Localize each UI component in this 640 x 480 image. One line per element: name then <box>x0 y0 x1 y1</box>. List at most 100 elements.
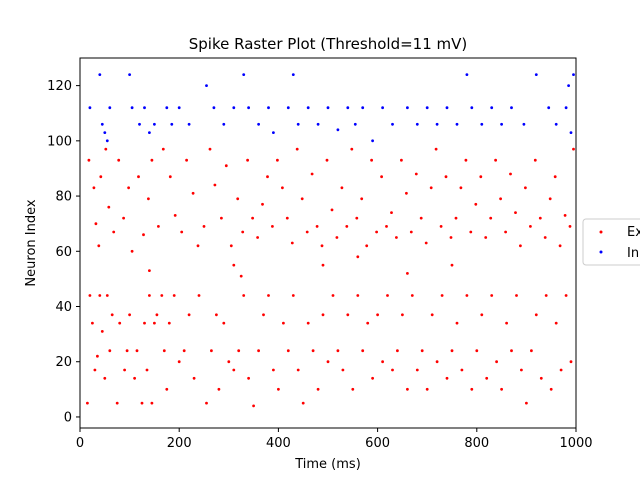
spike-point-ex-160 <box>335 236 339 239</box>
spike-point-ex-42 <box>237 349 241 353</box>
spike-point-in-46 <box>480 122 484 126</box>
spike-point-ex-59 <box>321 313 325 317</box>
spike-point-ex-124 <box>147 197 150 201</box>
spike-point-ex-101 <box>530 349 533 353</box>
legend-marker-in <box>599 250 603 254</box>
spike-point-ex-39 <box>222 321 226 325</box>
spike-point-ex-211 <box>450 263 454 267</box>
spike-point-ex-11 <box>115 401 119 405</box>
spike-point-ex-208 <box>572 147 575 151</box>
spike-point-ex-135 <box>208 147 212 151</box>
spike-point-ex-44 <box>247 376 251 380</box>
spike-point-ex-210 <box>406 272 409 275</box>
spike-point-ex-14 <box>125 349 129 353</box>
spike-point-in-40 <box>425 106 429 110</box>
spike-point-ex-178 <box>424 241 428 245</box>
spike-point-ex-54 <box>296 368 300 372</box>
spike-point-ex-62 <box>336 349 340 353</box>
spike-point-in-45 <box>470 106 474 110</box>
spike-point-ex-74 <box>396 349 399 353</box>
spike-point-ex-183 <box>449 236 453 239</box>
spike-point-ex-142 <box>246 158 250 162</box>
spike-point-ex-12 <box>118 321 122 325</box>
spike-point-in-26 <box>291 73 295 76</box>
y-tick-label: 80 <box>55 190 72 205</box>
spike-point-in-41 <box>435 122 439 126</box>
spike-point-ex-167 <box>370 158 373 162</box>
spike-point-in-38 <box>406 106 409 110</box>
spike-point-ex-198 <box>524 186 527 190</box>
spike-point-ex-197 <box>519 244 522 248</box>
spike-point-ex-113 <box>97 244 101 248</box>
spike-point-ex-149 <box>281 186 284 190</box>
spike-point-ex-188 <box>474 202 478 206</box>
spike-point-ex-56 <box>306 321 310 325</box>
spike-point-ex-52 <box>286 349 290 353</box>
spike-point-in-24 <box>272 131 275 135</box>
spike-point-ex-46 <box>257 349 260 353</box>
spike-point-in-9 <box>143 106 146 110</box>
spike-point-in-50 <box>522 122 526 126</box>
spike-point-ex-103 <box>539 376 543 380</box>
spike-point-ex-45 <box>252 404 256 408</box>
spike-point-in-39 <box>415 122 419 126</box>
spike-point-in-30 <box>326 106 330 110</box>
spike-point-ex-21 <box>148 294 151 297</box>
spike-point-in-48 <box>500 122 503 126</box>
spike-point-ex-186 <box>464 158 468 162</box>
spike-point-ex-215 <box>232 263 236 267</box>
spike-point-ex-108 <box>564 294 568 297</box>
spike-point-ex-17 <box>135 349 139 353</box>
spike-point-ex-16 <box>133 376 137 380</box>
spike-point-in-47 <box>490 106 494 110</box>
spike-point-ex-36 <box>210 349 213 353</box>
spike-point-in-12 <box>165 106 169 110</box>
spike-point-ex-72 <box>386 294 389 297</box>
spike-point-ex-23 <box>153 321 156 325</box>
spike-point-ex-148 <box>276 158 279 162</box>
spike-point-in-27 <box>296 122 300 126</box>
spike-point-ex-130 <box>180 230 184 234</box>
spike-point-in-20 <box>242 73 246 76</box>
x-tick-label: 1000 <box>559 436 592 451</box>
spike-point-in-54 <box>564 106 568 110</box>
spike-point-ex-205 <box>558 244 562 248</box>
spike-point-ex-118 <box>117 158 121 162</box>
spike-point-ex-94 <box>495 360 498 364</box>
spike-point-ex-51 <box>282 321 285 325</box>
spike-point-ex-84 <box>445 376 449 380</box>
spike-point-in-51 <box>534 73 538 76</box>
spike-point-ex-137 <box>220 216 223 220</box>
spike-point-ex-91 <box>480 313 484 317</box>
spike-point-ex-92 <box>485 376 489 380</box>
spike-point-ex-86 <box>455 321 459 325</box>
spike-point-ex-114 <box>99 175 103 179</box>
spike-point-ex-134 <box>202 225 206 228</box>
spike-point-ex-19 <box>143 321 146 325</box>
spike-point-ex-138 <box>224 164 228 168</box>
spike-point-ex-150 <box>285 216 289 220</box>
spike-point-ex-122 <box>137 175 140 179</box>
spike-point-ex-109 <box>569 360 573 364</box>
spike-point-in-5 <box>108 106 112 110</box>
spike-point-ex-174 <box>405 191 408 195</box>
spike-point-ex-184 <box>454 216 458 220</box>
spike-point-ex-10 <box>110 313 114 317</box>
spike-point-ex-202 <box>543 236 547 239</box>
spike-point-ex-140 <box>236 197 240 201</box>
spike-point-in-13 <box>170 122 174 126</box>
spike-point-ex-85 <box>450 349 454 353</box>
spike-point-ex-48 <box>267 294 270 297</box>
spike-point-ex-147 <box>271 225 274 228</box>
y-tick-label: 40 <box>55 300 72 315</box>
y-tick-label: 60 <box>55 245 72 260</box>
spike-point-ex-107 <box>559 368 563 372</box>
spike-point-ex-170 <box>385 225 388 228</box>
spike-point-ex-185 <box>459 186 463 190</box>
spike-point-ex-73 <box>391 368 394 372</box>
spike-point-ex-99 <box>520 368 523 372</box>
spike-point-ex-24 <box>155 313 159 317</box>
spike-point-ex-180 <box>434 147 438 151</box>
spike-point-ex-0 <box>86 401 89 405</box>
spike-point-in-42 <box>445 106 449 110</box>
